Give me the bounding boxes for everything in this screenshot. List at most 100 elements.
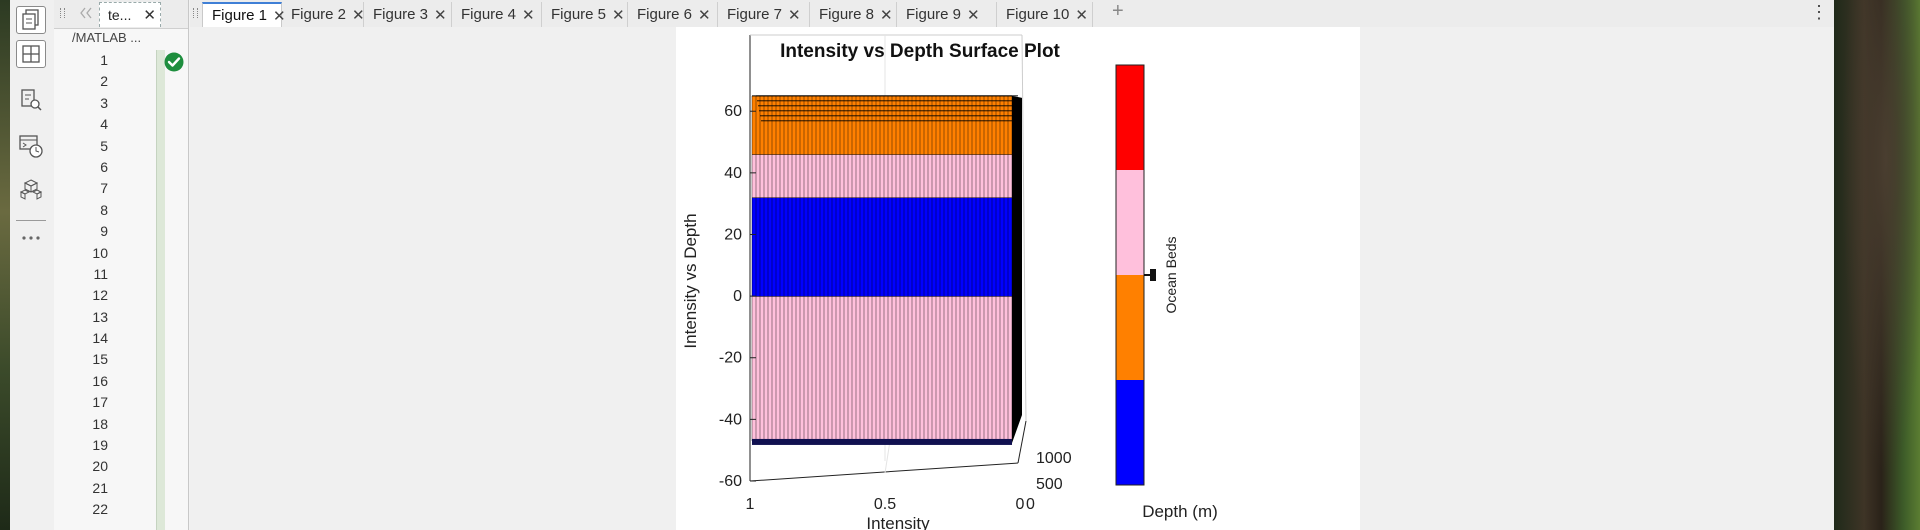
line-number: 13 bbox=[92, 308, 108, 325]
tab-figure-8[interactable]: Figure 8 ✕ bbox=[810, 2, 897, 27]
line-number: 21 bbox=[92, 479, 108, 496]
tab-figure-5[interactable]: Figure 5 ✕ bbox=[542, 2, 628, 27]
figure-tab-label: Figure 7 bbox=[727, 6, 783, 23]
editor-tab-strip: te... ✕ bbox=[54, 0, 188, 29]
tab-figure-6[interactable]: Figure 6 ✕ bbox=[628, 2, 718, 27]
z-tick-label: 0 bbox=[733, 288, 742, 305]
z-axis-label: Intensity vs Depth bbox=[681, 213, 700, 348]
tab-figure-2[interactable]: Figure 2 ✕ bbox=[282, 2, 365, 27]
tab-figure-4[interactable]: Figure 4 ✕ bbox=[452, 2, 542, 27]
line-number: 2 bbox=[100, 73, 108, 90]
z-tick-label: 40 bbox=[724, 165, 742, 182]
colorbar-segment bbox=[1116, 65, 1144, 170]
z-tick-label: -20 bbox=[719, 350, 742, 367]
chart-title: Intensity vs Depth Surface Plot bbox=[780, 41, 1060, 62]
colorbar-marker bbox=[1150, 269, 1156, 281]
line-number: 7 bbox=[100, 180, 108, 197]
tab-figure-10[interactable]: Figure 10 ✕ bbox=[997, 2, 1093, 27]
editor-tab[interactable]: te... ✕ bbox=[99, 2, 161, 27]
scroll-left-icon[interactable] bbox=[78, 6, 94, 20]
colorbar-segment bbox=[1116, 275, 1144, 380]
close-icon[interactable]: ✕ bbox=[434, 6, 447, 24]
surface-bottom-edge bbox=[752, 438, 1012, 445]
z-tick-label: -40 bbox=[719, 411, 742, 428]
line-number: 14 bbox=[92, 330, 108, 347]
tab-figure-3[interactable]: Figure 3 ✕ bbox=[364, 2, 452, 27]
figure-canvas: 60 40 20 0 -20 -40 -60 1 0.5 0 0 500 1000 Intensity v… bbox=[190, 27, 1834, 530]
surface-side bbox=[1012, 95, 1022, 443]
y-tick-label: 1000 bbox=[1036, 450, 1072, 467]
figure-tab-label: Figure 3 bbox=[373, 6, 429, 23]
line-number: 17 bbox=[92, 394, 108, 411]
add-ons-icon[interactable] bbox=[16, 176, 46, 204]
tab-figure-1[interactable]: Figure 1 ✕ bbox=[202, 2, 286, 27]
desktop-background-right bbox=[1834, 0, 1920, 530]
y-tick-label: 0 bbox=[1026, 496, 1035, 513]
colorbar-footer-label: Depth (m) bbox=[1142, 502, 1218, 521]
layout-grid-icon[interactable] bbox=[16, 40, 46, 68]
side-toolstrip bbox=[10, 0, 55, 530]
line-number: 22 bbox=[92, 501, 108, 518]
line-number: 18 bbox=[92, 415, 108, 432]
figure-tab-strip: Figure 1 ✕ Figure 2 ✕ Figure 3 ✕ Figure 4 ✕ Figu… bbox=[190, 0, 1834, 28]
tab-figure-9[interactable]: Figure 9 ✕ bbox=[897, 2, 997, 27]
line-number: 16 bbox=[92, 372, 108, 389]
line-number: 3 bbox=[100, 94, 108, 111]
grid-line bbox=[884, 440, 891, 474]
editor-tab-label: te... bbox=[108, 7, 132, 23]
code-analyzer-bar bbox=[156, 50, 165, 530]
line-number: 4 bbox=[100, 116, 108, 133]
more-icon[interactable] bbox=[16, 224, 46, 252]
close-icon[interactable]: ✕ bbox=[880, 6, 893, 24]
figure-tab-label: Figure 1 bbox=[212, 7, 268, 24]
line-number-gutter: 1 2 3 4 5 6 7 8 9 10 11 12 13 14 15 16 17 18 19 20 21 22 bbox=[54, 50, 146, 521]
line-number: 10 bbox=[92, 244, 108, 261]
line-number: 8 bbox=[100, 201, 108, 218]
surface-band bbox=[752, 197, 1012, 297]
matlab-window: te... ✕ /MATLAB ... 1 2 3 4 5 6 7 8 9 10 11 12 13 14 1… bbox=[10, 0, 1834, 530]
command-history-icon[interactable] bbox=[16, 132, 46, 160]
close-icon[interactable]: ✕ bbox=[698, 6, 711, 24]
desktop-background-left bbox=[0, 0, 10, 530]
x-tick-label: 0.5 bbox=[874, 496, 896, 513]
close-icon[interactable]: ✕ bbox=[967, 6, 980, 24]
figure-tab-label: Figure 2 bbox=[291, 6, 347, 23]
close-icon[interactable]: ✕ bbox=[1075, 6, 1088, 24]
find-files-icon[interactable] bbox=[16, 86, 46, 114]
box-edge bbox=[1021, 34, 1027, 422]
close-icon[interactable]: ✕ bbox=[522, 6, 535, 24]
x-tick-label: 1 bbox=[746, 496, 755, 513]
close-icon[interactable]: ✕ bbox=[352, 6, 365, 24]
panel-grip-icon[interactable] bbox=[60, 8, 65, 18]
z-tick-label: -60 bbox=[719, 473, 742, 490]
line-number: 5 bbox=[100, 137, 108, 154]
x-tick-label: 0 bbox=[1016, 496, 1025, 513]
figure-tab-label: Figure 9 bbox=[906, 6, 962, 23]
line-number: 15 bbox=[92, 351, 108, 368]
surface-band bbox=[752, 154, 1012, 198]
y-tick-label: 500 bbox=[1036, 476, 1063, 493]
surface-band bbox=[752, 296, 1012, 441]
line-number: 20 bbox=[92, 458, 108, 475]
editor-panel: te... ✕ /MATLAB ... 1 2 3 4 5 6 7 8 9 10 11 12 13 14 1… bbox=[54, 0, 189, 530]
figure-tab-label: Figure 4 bbox=[461, 6, 517, 23]
file-path: /MATLAB ... bbox=[72, 30, 142, 45]
files-icon[interactable] bbox=[16, 6, 46, 34]
panel-grip-icon[interactable] bbox=[193, 8, 198, 18]
add-figure-tab-button[interactable]: + bbox=[1112, 0, 1124, 22]
tab-figure-7[interactable]: Figure 7 ✕ bbox=[718, 2, 810, 27]
line-number: 19 bbox=[92, 437, 108, 454]
code-analyzer-ok-icon[interactable] bbox=[164, 52, 184, 72]
close-icon[interactable]: ✕ bbox=[612, 6, 625, 24]
line-number: 12 bbox=[92, 287, 108, 304]
close-icon[interactable]: ✕ bbox=[788, 6, 801, 24]
x-axis-label: Intensity bbox=[866, 514, 930, 530]
close-icon[interactable]: ✕ bbox=[273, 7, 286, 25]
toolstrip-divider bbox=[16, 220, 46, 221]
z-tick-label: 20 bbox=[724, 226, 742, 243]
more-options-button[interactable]: ⋮ bbox=[1810, 2, 1828, 22]
line-number: 9 bbox=[100, 223, 108, 240]
close-icon[interactable]: ✕ bbox=[143, 7, 156, 24]
figure-window: 60 40 20 0 -20 -40 -60 1 0.5 0 0 500 1000 Intensity v… bbox=[676, 27, 1360, 530]
